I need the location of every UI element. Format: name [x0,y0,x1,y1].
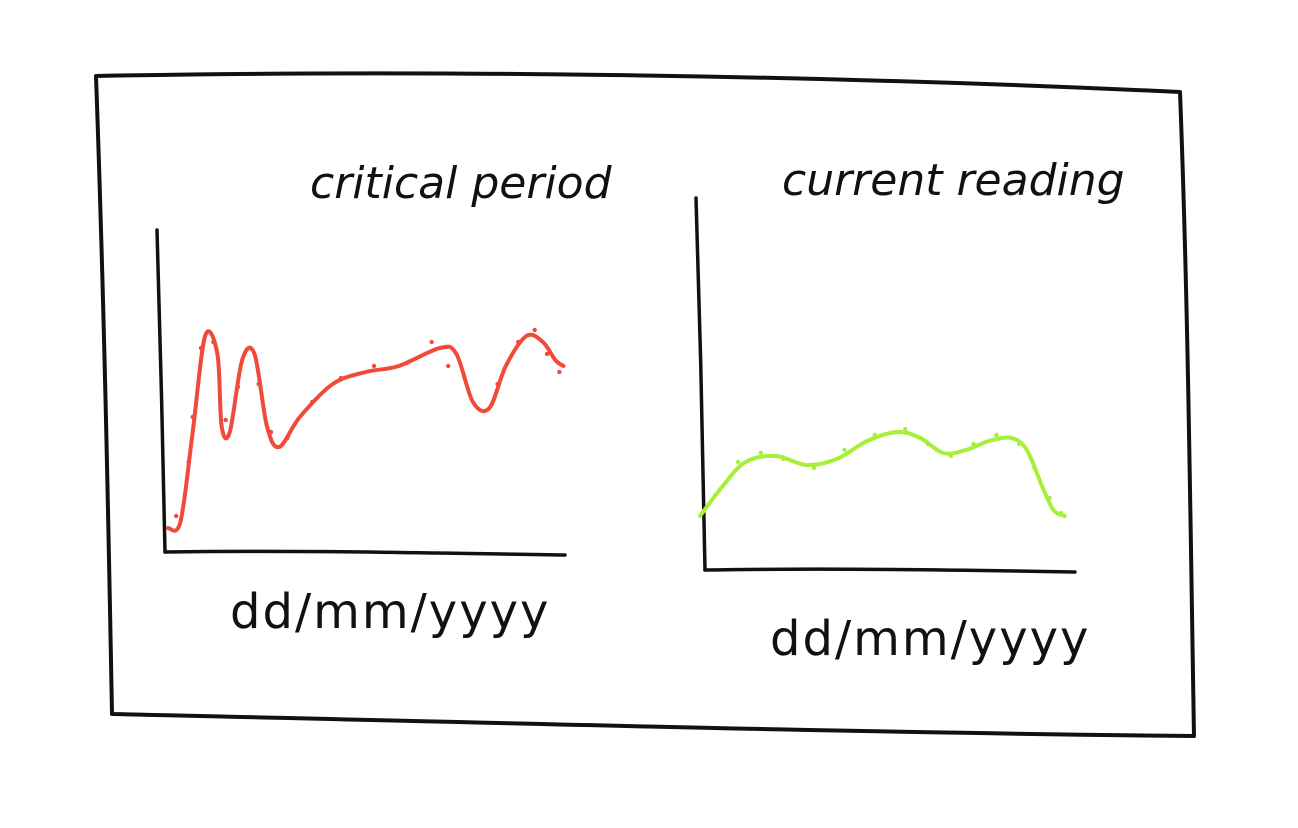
outer-frame [94,71,1196,738]
data-point-0-7 [248,345,253,351]
panel-title-right: current reading [782,155,1125,206]
data-point-0-4 [211,339,216,345]
data-point-1-14 [1047,495,1052,501]
data-point-1-2 [758,450,763,456]
data-point-1-7 [903,426,908,432]
data-point-0-11 [310,399,315,405]
data-point-0-1 [186,459,191,465]
data-point-0-8 [256,381,261,387]
chart-panel-right: current reading dd/mm/yyyy [694,155,1125,667]
series-points-left [174,327,562,519]
x-axis-right [703,567,1077,574]
data-point-1-11 [994,432,999,438]
data-point-1-3 [781,456,786,462]
data-point-1-1 [735,459,741,465]
data-point-0-22 [557,369,562,375]
data-point-0-18 [495,381,500,387]
data-point-1-4 [811,465,817,471]
data-point-0-17 [462,375,467,381]
data-point-1-15 [1058,510,1064,516]
data-point-0-5 [223,417,228,423]
data-point-0-12 [338,375,344,381]
x-axis-label-right: dd/mm/yyyy [770,611,1090,667]
y-axis-left [155,228,167,554]
data-point-1-9 [948,453,953,459]
data-point-1-12 [1017,441,1022,447]
data-point-1-0 [713,492,718,498]
series-points-right [713,426,1064,516]
panel-title-left: critical period [310,158,613,209]
data-point-0-10 [285,435,290,441]
data-point-1-8 [925,441,931,447]
y-axis-right [694,196,707,572]
data-point-0-13 [371,363,377,369]
data-point-0-0 [174,513,179,519]
data-point-0-16 [446,363,451,369]
data-point-0-6 [235,384,241,390]
x-axis-label-left: dd/mm/yyyy [230,584,550,640]
data-point-0-15 [429,339,434,345]
data-point-1-6 [872,432,877,438]
data-point-0-9 [268,429,274,435]
series-line-right [698,429,1067,518]
chart-panel-left: critical period dd/mm/yyyy [155,158,613,640]
data-point-0-20 [532,327,537,333]
data-point-0-14 [404,360,410,366]
data-point-0-2 [190,414,195,420]
data-point-0-19 [516,339,521,345]
x-axis-left [163,549,567,557]
data-point-1-10 [971,441,976,447]
data-point-0-21 [544,351,550,357]
data-point-1-5 [842,447,847,453]
data-point-0-3 [198,345,204,351]
series-line-left [166,329,566,533]
data-point-1-13 [1032,465,1037,471]
